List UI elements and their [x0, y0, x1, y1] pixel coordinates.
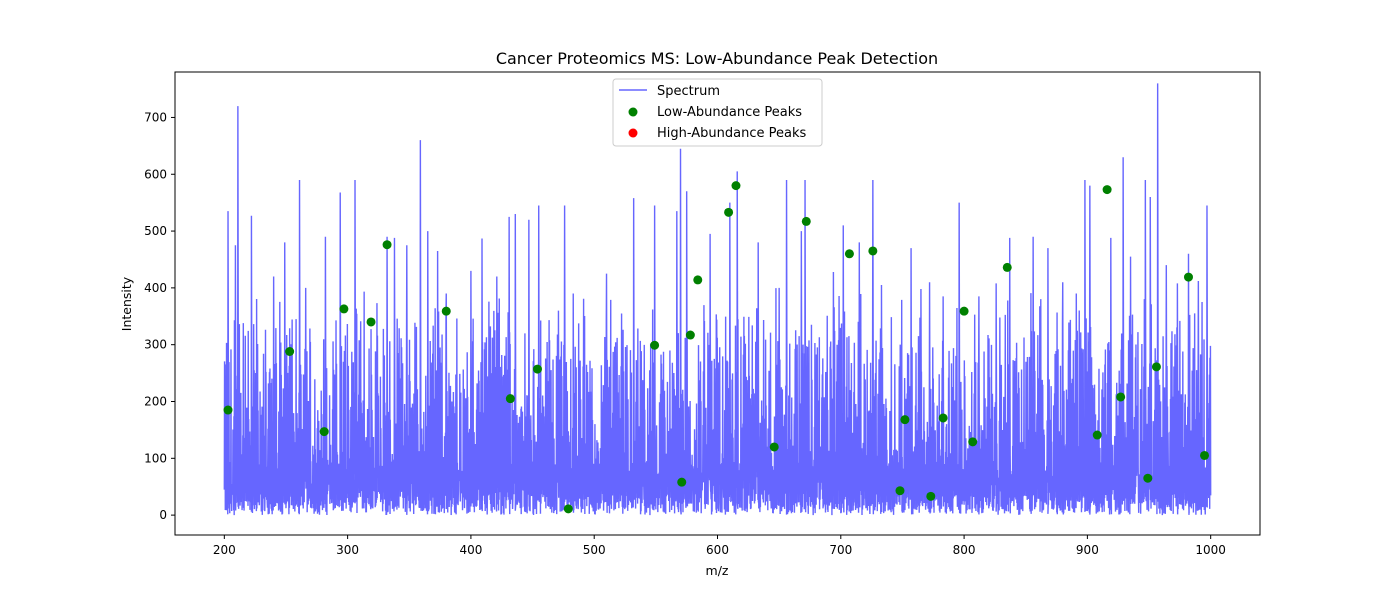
low-abundance-peak-point: [801, 216, 811, 226]
low-abundance-peak-point: [1092, 430, 1102, 440]
low-abundance-peak-point: [959, 306, 969, 316]
legend-high-abundance-swatch: [628, 128, 638, 138]
low-abundance-peak-point: [223, 405, 233, 415]
scatter-layer: [223, 181, 1210, 514]
low-abundance-peak-point: [895, 486, 905, 496]
legend-high-abundance-label: High-Abundance Peaks: [657, 126, 807, 141]
low-abundance-peak-point: [441, 306, 451, 316]
low-abundance-peak-point: [900, 415, 910, 425]
low-abundance-peak-point: [938, 413, 948, 423]
low-abundance-peak-point: [844, 249, 854, 259]
low-abundance-peak-point: [505, 394, 515, 404]
low-abundance-peak-point: [724, 207, 734, 217]
y-tick-label: 400: [144, 281, 167, 295]
x-tick-label: 300: [336, 543, 359, 557]
low-abundance-peak-point: [532, 364, 542, 374]
low-abundance-peak-point: [1151, 362, 1161, 372]
y-tick-label: 0: [159, 508, 167, 522]
low-abundance-peak-point: [319, 427, 329, 437]
low-abundance-peak-point: [926, 491, 936, 501]
low-abundance-peak-point: [382, 240, 392, 250]
x-tick-label: 900: [1076, 543, 1099, 557]
x-axis-label: m/z: [706, 563, 729, 578]
y-axis: 0 100 200 300 400 500 600 700: [144, 110, 175, 522]
low-abundance-peak-point: [968, 437, 978, 447]
low-abundance-peak-point: [1002, 262, 1012, 272]
low-abundance-peak-point: [685, 330, 695, 340]
legend-spectrum-label: Spectrum: [657, 84, 720, 99]
chart-title: Cancer Proteomics MS: Low-Abundance Peak…: [496, 49, 938, 68]
y-tick-label: 300: [144, 338, 167, 352]
low-abundance-peak-point: [1183, 272, 1193, 282]
y-axis-label: Intensity: [119, 276, 134, 331]
low-abundance-peak-point: [731, 181, 741, 191]
legend: Spectrum Low-Abundance Peaks High-Abunda…: [612, 78, 823, 147]
low-abundance-peak-point: [693, 275, 703, 285]
x-tick-label: 200: [213, 543, 236, 557]
low-abundance-peak-point: [650, 340, 660, 350]
x-tick-label: 700: [829, 543, 852, 557]
legend-low-abundance-swatch: [628, 107, 638, 117]
x-tick-label: 600: [706, 543, 729, 557]
x-axis: 200 300 400 500 600 700 800 900 1000: [213, 535, 1226, 557]
y-tick-label: 500: [144, 224, 167, 238]
x-tick-label: 400: [459, 543, 482, 557]
low-abundance-peak-point: [1102, 185, 1112, 195]
low-abundance-peak-point: [1143, 473, 1153, 483]
legend-low-abundance-label: Low-Abundance Peaks: [657, 105, 802, 120]
low-abundance-peak-point: [868, 246, 878, 256]
low-abundance-peak-point: [563, 504, 573, 514]
y-tick-label: 700: [144, 110, 167, 124]
spectrum-line: [223, 83, 1212, 516]
low-abundance-peak-point: [677, 477, 687, 487]
y-tick-label: 100: [144, 451, 167, 465]
low-abundance-peak-point: [339, 304, 349, 314]
x-tick-label: 800: [953, 543, 976, 557]
legend-box: [612, 78, 823, 147]
y-tick-label: 600: [144, 167, 167, 181]
x-tick-label: 1000: [1195, 543, 1226, 557]
x-tick-label: 500: [583, 543, 606, 557]
plot-area: [223, 83, 1212, 516]
low-abundance-peak-point: [769, 442, 779, 452]
low-abundance-peak-point: [1200, 450, 1210, 460]
low-abundance-peak-point: [285, 347, 295, 357]
low-abundance-peak-point: [1116, 392, 1126, 402]
low-abundance-peak-point: [366, 317, 376, 327]
y-tick-label: 200: [144, 394, 167, 408]
